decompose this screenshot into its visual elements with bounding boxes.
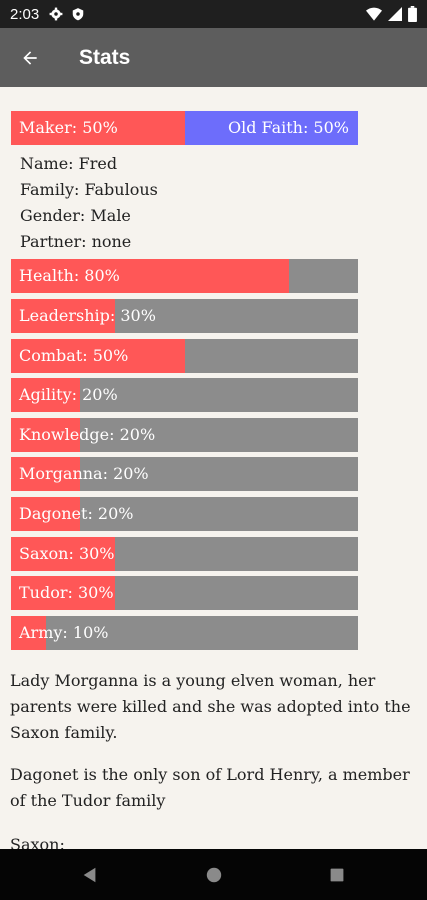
stat-label: Knowledge: 20%: [19, 425, 156, 444]
stat-label: Agility: 20%: [19, 385, 118, 404]
stat-fill: [11, 378, 81, 412]
stat-bar: Army: 10%: [11, 616, 358, 650]
stat-label: Tudor: 30%: [19, 583, 114, 602]
status-bar: 2:03: [0, 0, 427, 28]
stat-bar: Agility: 20%: [11, 378, 358, 412]
nav-back-icon: [83, 867, 96, 882]
arrow-back-icon: [23, 50, 37, 65]
stat-bar: Health: 80%: [11, 259, 358, 293]
stat-label: Dagonet: 20%: [19, 504, 134, 523]
stat-fill: [11, 576, 116, 610]
stat-fill: [11, 497, 81, 531]
morganna-description: Lady Morganna is a young elven woman, he…: [10, 671, 411, 742]
nav-recents-icon: [330, 868, 344, 881]
stat-fill: [11, 299, 116, 333]
stat-bar: Combat: 50%: [11, 339, 358, 373]
stat-label: Combat: 50%: [19, 346, 129, 365]
faith-fill: [11, 111, 185, 145]
battery-icon: [408, 6, 417, 22]
stat-fill: [11, 418, 81, 452]
wifi-icon: [366, 7, 382, 21]
status-time: 2:03: [10, 5, 40, 23]
maker-label: Maker: 50%: [19, 118, 118, 137]
stat-fill: [11, 457, 81, 491]
stat-label: Army: 10%: [19, 623, 109, 642]
faith-bar: Maker: 50% Old Faith: 50%: [11, 111, 358, 145]
stat-fill: [11, 537, 116, 571]
stat-fill: [11, 259, 289, 293]
back-button[interactable]: [0, 28, 60, 87]
stat-fill: [11, 616, 46, 650]
family-text: Family: Fabulous: [20, 180, 158, 199]
nav-home-icon: [206, 867, 222, 882]
settings-icon: [49, 7, 63, 21]
stat-bar: Tudor: 30%: [11, 576, 358, 610]
saxon-heading: Saxon:: [10, 835, 65, 849]
stat-fill: [11, 339, 185, 373]
app-bar: Stats: [0, 28, 427, 87]
stat-bar: Saxon: 30%: [11, 537, 358, 571]
dagonet-description: Dagonet is the only son of Lord Henry, a…: [10, 765, 410, 810]
signal-icon: [388, 7, 402, 21]
stats-content[interactable]: Maker: 50% Old Faith: 50% Name: Fred Fam…: [0, 87, 427, 849]
gender-text: Gender: Male: [20, 206, 131, 225]
stat-label: Saxon: 30%: [19, 544, 115, 563]
old-faith-label: Old Faith: 50%: [227, 118, 349, 137]
stat-label: Leadership: 30%: [19, 306, 156, 325]
partner-text: Partner: none: [20, 232, 132, 251]
stat-bar: Leadership: 30%: [11, 299, 358, 333]
nav-home-button[interactable]: [184, 849, 244, 900]
stat-label: Health: 80%: [19, 266, 120, 285]
shield-icon: [72, 8, 84, 21]
nav-back-button[interactable]: [60, 849, 120, 900]
stat-bar: Morganna: 20%: [11, 457, 358, 491]
page-title: Stats: [79, 45, 131, 69]
navigation-bar: [0, 849, 427, 900]
nav-recents-button[interactable]: [307, 849, 367, 900]
stat-bar: Dagonet: 20%: [11, 497, 358, 531]
character-info: Name: Fred Family: Fabulous Gender: Male…: [20, 151, 158, 255]
stat-bar: Knowledge: 20%: [11, 418, 358, 452]
stat-label: Morganna: 20%: [19, 464, 149, 483]
name-text: Name: Fred: [20, 154, 118, 173]
